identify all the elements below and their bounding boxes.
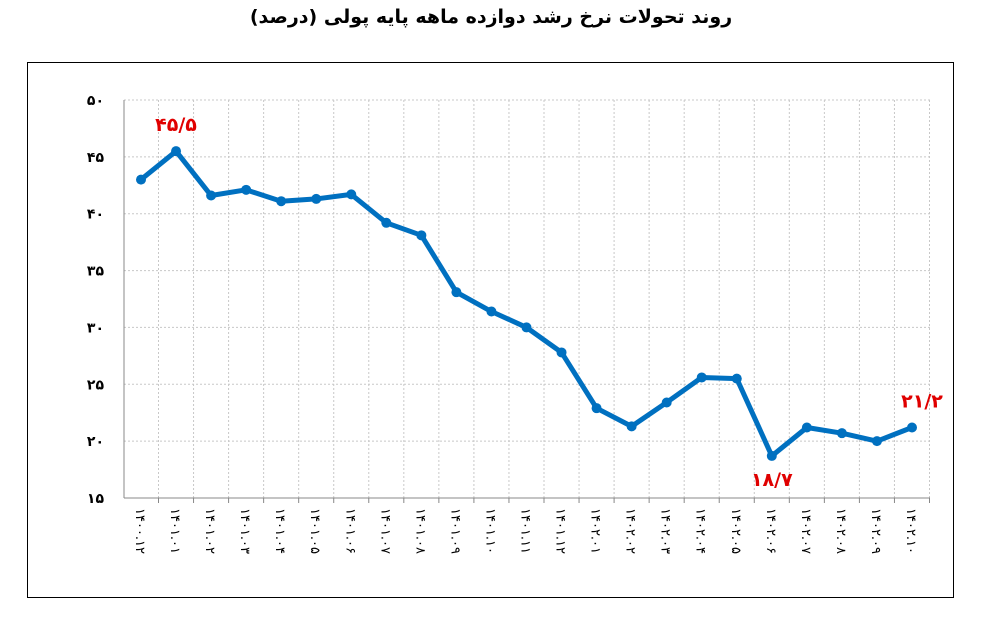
x-tick-label: ۱۴۰۲.۰۴: [693, 508, 708, 554]
x-tick-label: ۱۴۰۱.۰۱: [167, 508, 182, 554]
x-tick-label: ۱۴۰۱.۰۴: [272, 508, 287, 554]
y-tick-label: ۱۵: [87, 491, 105, 507]
x-tick-label: ۱۴۰۱.۰۹: [447, 508, 462, 554]
chart-title: روند تحولات نرخ رشد دوازده ماهه پایه پول…: [249, 6, 733, 28]
x-tick-label: ۱۴۰۰.۱۲: [132, 508, 147, 554]
data-point: [171, 146, 182, 157]
x-tick-label: ۱۴۰۲.۰۹: [868, 508, 883, 554]
data-point: [591, 403, 602, 414]
y-tick-label: ۴۰: [87, 207, 104, 223]
x-tick-label: ۱۴۰۲.۰۱: [588, 508, 603, 554]
x-tick-label: ۱۴۰۲.۰۸: [833, 508, 848, 554]
x-tick-label: ۱۴۰۱.۰۳: [237, 508, 252, 554]
y-tick-label: ۳۰: [87, 320, 104, 336]
x-tick-label: ۱۴۰۲.۰۷: [798, 508, 813, 554]
data-point: [486, 306, 497, 317]
y-tick-label: ۲۰: [87, 434, 104, 450]
x-tick-label: ۱۴۰۱.۰۵: [307, 508, 322, 554]
y-tick-label: ۳۵: [87, 264, 105, 280]
data-point: [136, 174, 146, 185]
data-point: [381, 217, 392, 228]
x-tick-label: ۱۴۰۲.۰۶: [763, 508, 778, 554]
chart-frame: [27, 62, 954, 598]
data-point: [871, 436, 882, 447]
x-tick-label: ۱۴۰۲.۰۵: [728, 508, 743, 554]
data-point: [241, 184, 252, 195]
data-point: [661, 397, 672, 408]
data-point: [416, 230, 427, 241]
data-label: ۴۵/۵: [155, 114, 197, 136]
x-tick-label: ۱۴۰۱.۱۱: [518, 508, 533, 554]
data-point: [206, 190, 217, 201]
y-tick-label: ۴۵: [87, 150, 105, 166]
data-point: [801, 422, 812, 433]
data-point: [346, 189, 357, 200]
data-point: [521, 322, 532, 333]
data-series-line: [139, 148, 913, 459]
data-point: [556, 347, 567, 358]
data-point: [451, 287, 462, 298]
y-tick-label: ۲۵: [87, 377, 105, 393]
data-point: [311, 193, 322, 204]
y-tick-label: ۵۰: [87, 93, 104, 109]
x-tick-label: ۱۴۰۱.۰۶: [342, 508, 357, 554]
x-tick-label: ۱۴۰۱.۱۰: [482, 508, 497, 554]
x-tick-label: ۱۴۰۲.۱۰: [903, 508, 918, 554]
x-tick-label: ۱۴۰۲.۰۳: [658, 508, 673, 554]
data-point: [626, 421, 637, 432]
data-point: [696, 372, 707, 383]
x-tick-label: ۱۴۰۱.۰۲: [202, 508, 217, 554]
data-point: [276, 196, 287, 207]
data-label: ۲۱/۲: [901, 390, 943, 412]
data-point: [731, 373, 742, 384]
data-point: [766, 450, 777, 461]
x-tick-label: ۱۴۰۱.۱۲: [553, 508, 568, 554]
data-point: [907, 422, 917, 433]
x-tick-label: ۱۴۰۱.۰۷: [377, 508, 392, 554]
data-label: ۱۸/۷: [751, 469, 793, 491]
x-tick-label: ۱۴۰۲.۰۲: [623, 508, 638, 554]
data-point: [836, 428, 847, 439]
x-tick-label: ۱۴۰۱.۰۸: [412, 508, 427, 554]
